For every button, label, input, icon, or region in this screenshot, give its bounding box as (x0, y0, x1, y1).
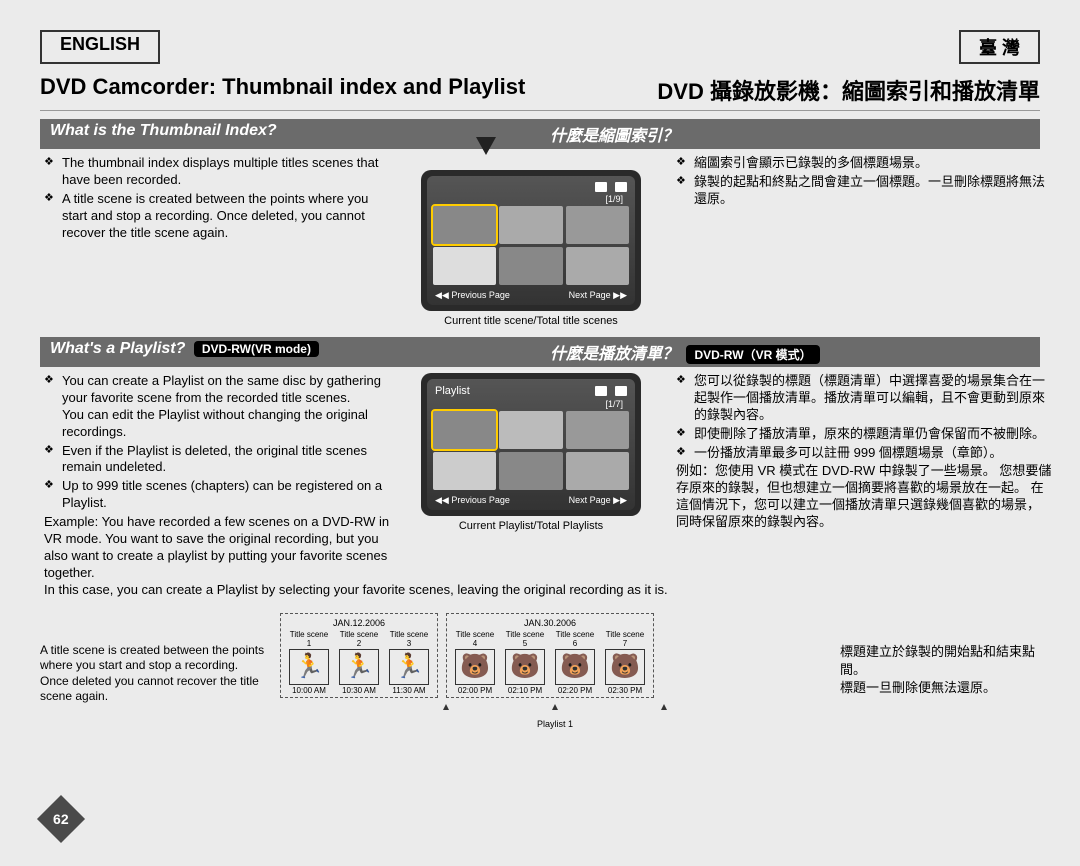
timeline-diagram: A title scene is created between the poi… (40, 613, 1040, 729)
timeline-scene: Title scene 7🐻02:30 PM (603, 630, 647, 695)
thumbnail (499, 452, 562, 490)
manual-page: ENGLISH 臺 灣 DVD Camcorder: Thumbnail ind… (40, 30, 1040, 729)
section1-bullets-zh: 縮圖索引會顯示已錄製的多個標題場景。 錄製的起點和終點之間會建立一個標題。一旦刪… (672, 155, 1052, 208)
page-number: 62 (37, 795, 85, 843)
timeline-note-en: A title scene is created between the poi… (40, 613, 270, 729)
next-page: Next Page ▶▶ (569, 495, 627, 506)
section1-bullets-en: The thumbnail index displays multiple ti… (40, 155, 390, 241)
section2-bullets-en: You can create a Playlist on the same di… (40, 373, 390, 512)
list-item: 縮圖索引會顯示已錄製的多個標題場景。 (676, 155, 1052, 172)
playlist-label: Playlist 1 (280, 719, 830, 729)
thumbnail (566, 206, 629, 244)
next-page: Next Page ▶▶ (569, 290, 627, 301)
section2-header: What's a Playlist? DVD-RW(VR mode) 什麼是播放… (40, 337, 1040, 367)
dvd-rw-badge-zh: DVD-RW（VR 模式） (686, 345, 819, 364)
thumbnail (433, 247, 496, 285)
lang-english: ENGLISH (40, 30, 160, 64)
timeline-scene: Title scene 4🐻02:00 PM (453, 630, 497, 695)
section1-title-zh: 什麼是縮圖索引？ (540, 119, 1040, 149)
list-item: 錄製的起點和終點之間會建立一個標題。一旦刪除標題將無法還原。 (676, 174, 1052, 208)
thumbnail (499, 206, 562, 244)
prev-page: ◀◀ Previous Page (435, 495, 510, 506)
date-label: JAN.30.2006 (453, 618, 647, 628)
section2-title-zh: 什麼是播放清單？ DVD-RW（VR 模式） (540, 337, 1040, 367)
counter: [1/9] (431, 194, 631, 204)
prev-page: ◀◀ Previous Page (435, 290, 510, 301)
timeline-scene: Title scene 6🐻02:20 PM (553, 630, 597, 695)
counter: [1/7] (431, 399, 631, 409)
screen-caption: Current title scene/Total title scenes (396, 315, 666, 327)
list-item: The thumbnail index displays multiple ti… (44, 155, 390, 189)
thumbnail (499, 411, 562, 449)
list-item: 即使刪除了播放清單，原來的標題清單仍會保留而不被刪除。 (676, 426, 1052, 443)
mode-icon (615, 182, 627, 192)
thumbnail (566, 452, 629, 490)
section1-header: What is the Thumbnail Index? 什麼是縮圖索引？ (40, 119, 1040, 149)
list-item: 一份播放清單最多可以註冊 999 個標題場景（章節）。 (676, 445, 1052, 462)
lang-taiwan: 臺 灣 (959, 30, 1040, 64)
screen-caption: Current Playlist/Total Playlists (396, 520, 666, 532)
list-item: Up to 999 title scenes (chapters) can be… (44, 478, 390, 512)
example-zh: 例如：您使用 VR 模式在 DVD-RW 中錄製了一些場景。 您想要儲存原來的錄… (672, 463, 1052, 531)
example-en-part2: In this case, you can create a Playlist … (40, 582, 1040, 599)
section2-title-en: What's a Playlist? DVD-RW(VR mode) (40, 337, 540, 367)
camera-icon (595, 182, 607, 192)
timeline-scene: Title scene 1🏃10:00 AM (287, 630, 331, 695)
thumbnail (499, 247, 562, 285)
playlist-label: Playlist (435, 385, 470, 397)
section2-bullets-zh: 您可以從錄製的標題（標題清單）中選擇喜愛的場景集合在一起製作一個播放清單。播放清… (672, 373, 1052, 461)
date-label: JAN.12.2006 (287, 618, 431, 628)
thumbnail (433, 411, 496, 449)
timeline-scene: Title scene 5🐻02:10 PM (503, 630, 547, 695)
timeline-group-2: JAN.30.2006 Title scene 4🐻02:00 PMTitle … (446, 613, 654, 698)
list-item: A title scene is created between the poi… (44, 191, 390, 242)
thumbnail (433, 452, 496, 490)
arrow-icon (552, 704, 558, 710)
language-tags: ENGLISH 臺 灣 (40, 30, 1040, 64)
thumbnail (566, 247, 629, 285)
example-en-part1: Example: You have recorded a few scenes … (40, 514, 390, 582)
playlist-screen: Playlist [1/7] ◀◀ Previous Pag (421, 373, 641, 516)
dvd-rw-badge: DVD-RW(VR mode) (194, 341, 319, 357)
section2-content: You can create a Playlist on the same di… (40, 367, 1040, 582)
camera-icon (595, 386, 607, 396)
mode-icon (615, 386, 627, 396)
list-item: 您可以從錄製的標題（標題清單）中選擇喜愛的場景集合在一起製作一個播放清單。播放清… (676, 373, 1052, 424)
list-item: Even if the Playlist is deleted, the ori… (44, 443, 390, 477)
timeline-group-1: JAN.12.2006 Title scene 1🏃10:00 AMTitle … (280, 613, 438, 698)
timeline-scene: Title scene 2🏃10:30 AM (337, 630, 381, 695)
cursor-icon (476, 137, 496, 170)
thumbnail (566, 411, 629, 449)
title-en: DVD Camcorder: Thumbnail index and Playl… (40, 74, 525, 106)
thumbnail (433, 206, 496, 244)
section1-content: The thumbnail index displays multiple ti… (40, 149, 1040, 327)
timeline-note-zh: 標題建立於錄製的開始點和結束點間。 標題一旦刪除便無法還原。 (840, 613, 1040, 729)
title-zh: DVD 攝錄放影機：縮圖索引和播放清單 (657, 74, 1040, 106)
main-titles: DVD Camcorder: Thumbnail index and Playl… (40, 70, 1040, 111)
arrow-icon (661, 704, 667, 710)
section1-title-en: What is the Thumbnail Index? (40, 119, 540, 149)
arrow-icon (443, 704, 449, 710)
list-item: You can create a Playlist on the same di… (44, 373, 390, 441)
thumbnail-screen: [1/9] ◀◀ Previous Page Next Page ▶▶ (421, 170, 641, 311)
timeline-scene: Title scene 3🏃11:30 AM (387, 630, 431, 695)
